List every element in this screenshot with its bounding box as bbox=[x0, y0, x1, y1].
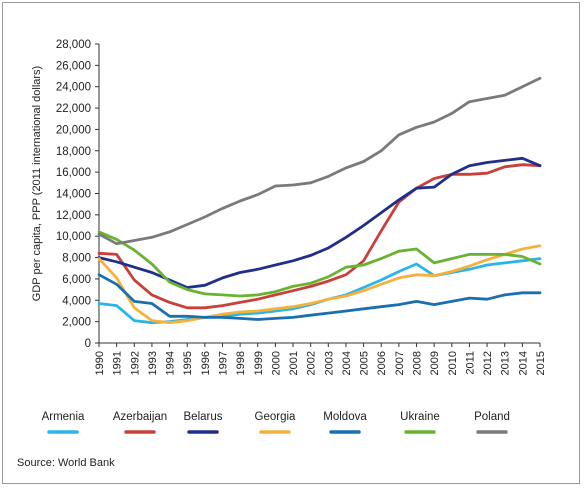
x-tick-label: 2008 bbox=[412, 351, 424, 375]
y-tick-label: 26,000 bbox=[56, 60, 91, 72]
x-tick-label: 1997 bbox=[217, 351, 229, 375]
x-tick-label: 2014 bbox=[517, 351, 529, 375]
x-tick-label: 1991 bbox=[112, 351, 124, 375]
series-line-belarus bbox=[97, 156, 542, 289]
x-tick-label: 2007 bbox=[394, 351, 406, 375]
x-tick-label: 2010 bbox=[447, 351, 459, 375]
y-tick-label: 2,000 bbox=[62, 317, 91, 329]
x-tick-label: 1992 bbox=[129, 351, 141, 375]
y-tick-label: 18,000 bbox=[56, 146, 91, 158]
y-tick-label: 24,000 bbox=[56, 82, 91, 94]
x-tick-label: 2011 bbox=[464, 351, 476, 375]
x-tick-label: 2003 bbox=[323, 351, 335, 375]
x-tick-label: 1999 bbox=[253, 351, 265, 375]
series-line-georgia bbox=[97, 244, 542, 325]
x-tick-label: 1995 bbox=[182, 351, 194, 375]
x-tick-label: 1990 bbox=[94, 351, 106, 375]
x-tick-label: 2015 bbox=[535, 351, 547, 375]
legend-label-moldova: Moldova bbox=[323, 411, 367, 423]
y-tick-label: 0 bbox=[85, 338, 91, 350]
y-tick-label: 12,000 bbox=[56, 210, 91, 222]
y-tick-label: 6,000 bbox=[62, 274, 91, 286]
y-tick-label: 22,000 bbox=[56, 103, 91, 115]
x-tick-label: 2012 bbox=[482, 351, 494, 375]
x-tick-label: 1993 bbox=[147, 351, 159, 375]
y-tick-label: 28,000 bbox=[56, 39, 91, 51]
legend-label-georgia: Georgia bbox=[255, 411, 297, 423]
legend: Armenia Azerbaijan Belarus Georgia Moldova Uk… bbox=[42, 411, 510, 434]
x-tick-label: 2004 bbox=[341, 351, 353, 375]
legend-label-poland: Poland bbox=[474, 411, 510, 423]
axes: 0 2,000 4,000 6,000 8,000 10,000 12,000 14,000 1… bbox=[31, 39, 547, 375]
y-tick-label: 20,000 bbox=[56, 124, 91, 136]
y-tick-label: 16,000 bbox=[56, 167, 91, 179]
x-tick-label: 1994 bbox=[165, 351, 177, 375]
legend-label-ukraine: Ukraine bbox=[400, 411, 440, 423]
series-line-poland bbox=[97, 76, 542, 246]
series-lines bbox=[97, 76, 542, 325]
x-tick-label: 1996 bbox=[200, 351, 212, 375]
series-line-azerbaijan bbox=[97, 163, 542, 310]
y-tick-label: 8,000 bbox=[62, 253, 91, 265]
x-tick-label: 1998 bbox=[235, 351, 247, 375]
chart-frame bbox=[2, 2, 580, 484]
legend-label-armenia: Armenia bbox=[42, 411, 85, 423]
x-tick-label: 2013 bbox=[500, 351, 512, 375]
y-tick-label: 10,000 bbox=[56, 231, 91, 243]
x-tick-label: 2005 bbox=[359, 351, 371, 375]
x-tick-label: 2001 bbox=[288, 351, 300, 375]
x-tick-label: 2000 bbox=[270, 351, 282, 375]
x-tick-label: 2009 bbox=[429, 351, 441, 375]
source-note: Source: World Bank bbox=[17, 457, 115, 469]
y-axis-label: GDP per capita, PPP (2011 international … bbox=[31, 66, 43, 301]
legend-label-belarus: Belarus bbox=[184, 411, 223, 423]
legend-label-azerbaijan: Azerbaijan bbox=[113, 411, 167, 423]
y-tick-label: 4,000 bbox=[62, 295, 91, 307]
x-tick-label: 2002 bbox=[306, 351, 318, 375]
series-line-ukraine bbox=[97, 230, 542, 298]
series-line-moldova bbox=[97, 273, 542, 321]
y-tick-label: 14,000 bbox=[56, 189, 91, 201]
x-tick-label: 2006 bbox=[376, 351, 388, 375]
